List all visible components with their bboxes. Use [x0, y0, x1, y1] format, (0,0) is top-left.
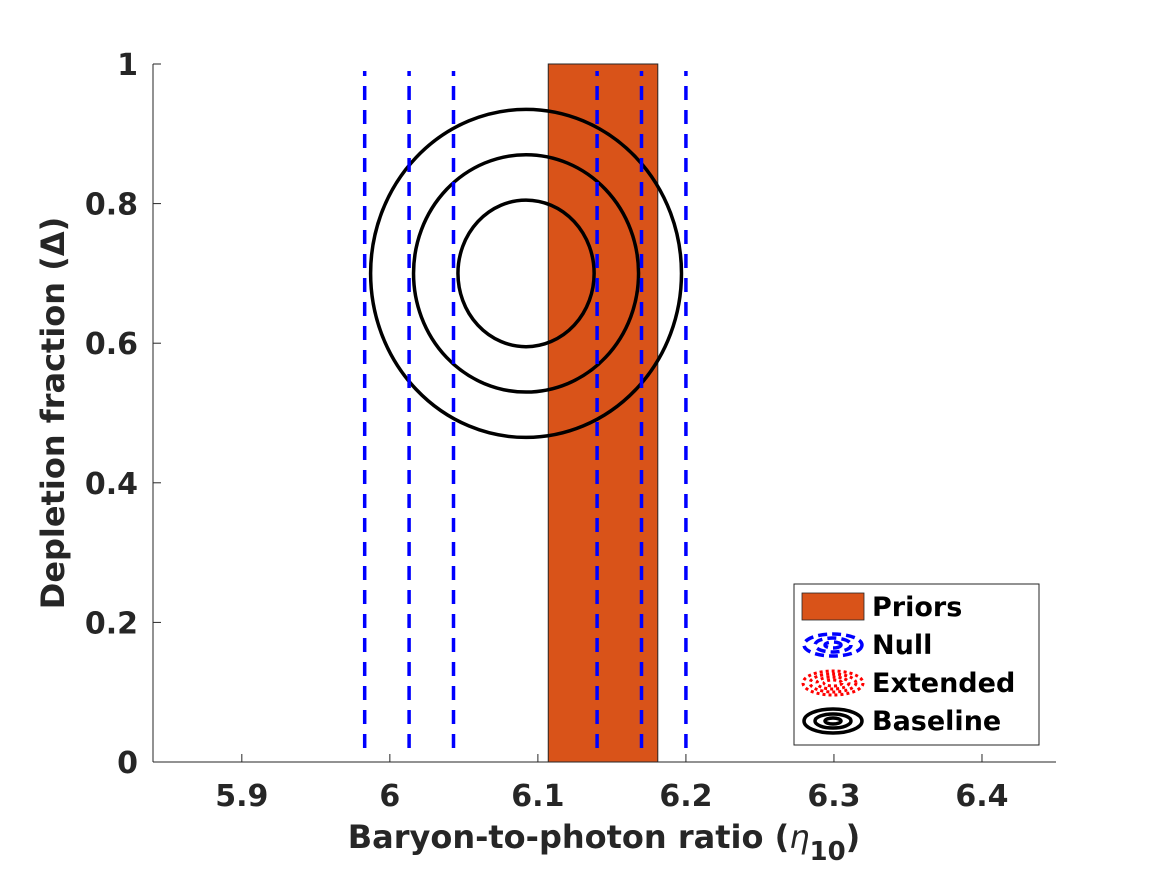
- legend-item-extended: Extended: [801, 668, 1015, 699]
- axes: [152, 64, 1056, 763]
- legend-swatch-baseline: [802, 707, 864, 735]
- y-tick-label: 0.6: [85, 327, 138, 362]
- x-tick-label: 6.2: [659, 779, 712, 814]
- y-ticks: 0 0.2 0.4 0.6 0.8 1: [85, 48, 161, 781]
- x-tick-label: 6: [379, 779, 400, 814]
- baseline-contour-2: [411, 152, 641, 394]
- legend-swatch-extended: [801, 669, 865, 697]
- x-tick-label: 6.3: [807, 779, 860, 814]
- y-axis-label: Depletion fraction (Δ): [34, 217, 72, 609]
- legend-label-priors: Priors: [872, 592, 962, 623]
- legend: Priors Null Extended: [793, 583, 1040, 746]
- y-tick-label: 0.2: [85, 606, 138, 641]
- baseline-contour-3: [368, 107, 684, 440]
- priors-layer: [547, 63, 659, 763]
- legend-item-baseline: Baseline: [802, 706, 1001, 737]
- legend-label-null: Null: [872, 630, 932, 661]
- baseline-contours: [368, 107, 684, 440]
- y-tick-label: 0: [117, 746, 138, 781]
- y-tick-label: 0.4: [85, 467, 138, 502]
- x-axis-label: Baryon-to-photon ratio (η10): [348, 818, 861, 867]
- legend-item-null: Null: [802, 630, 932, 661]
- legend-swatch-priors: [801, 592, 865, 621]
- legend-swatch-null: [802, 632, 864, 658]
- legend-label-baseline: Baseline: [872, 706, 1001, 737]
- baseline-contour-1: [456, 198, 596, 349]
- priors-band: [547, 63, 659, 763]
- y-tick-label: 0.8: [85, 188, 138, 223]
- x-tick-label: 6.4: [955, 779, 1008, 814]
- y-tick-label: 1: [117, 48, 138, 83]
- x-ticks: 5.9 6 6.1 6.2 6.3 6.4: [215, 754, 1009, 814]
- x-tick-label: 6.1: [511, 779, 564, 814]
- null-lines: [362, 70, 688, 749]
- legend-item-priors: Priors: [801, 592, 962, 623]
- legend-label-extended: Extended: [872, 668, 1015, 699]
- x-tick-label: 5.9: [215, 779, 268, 814]
